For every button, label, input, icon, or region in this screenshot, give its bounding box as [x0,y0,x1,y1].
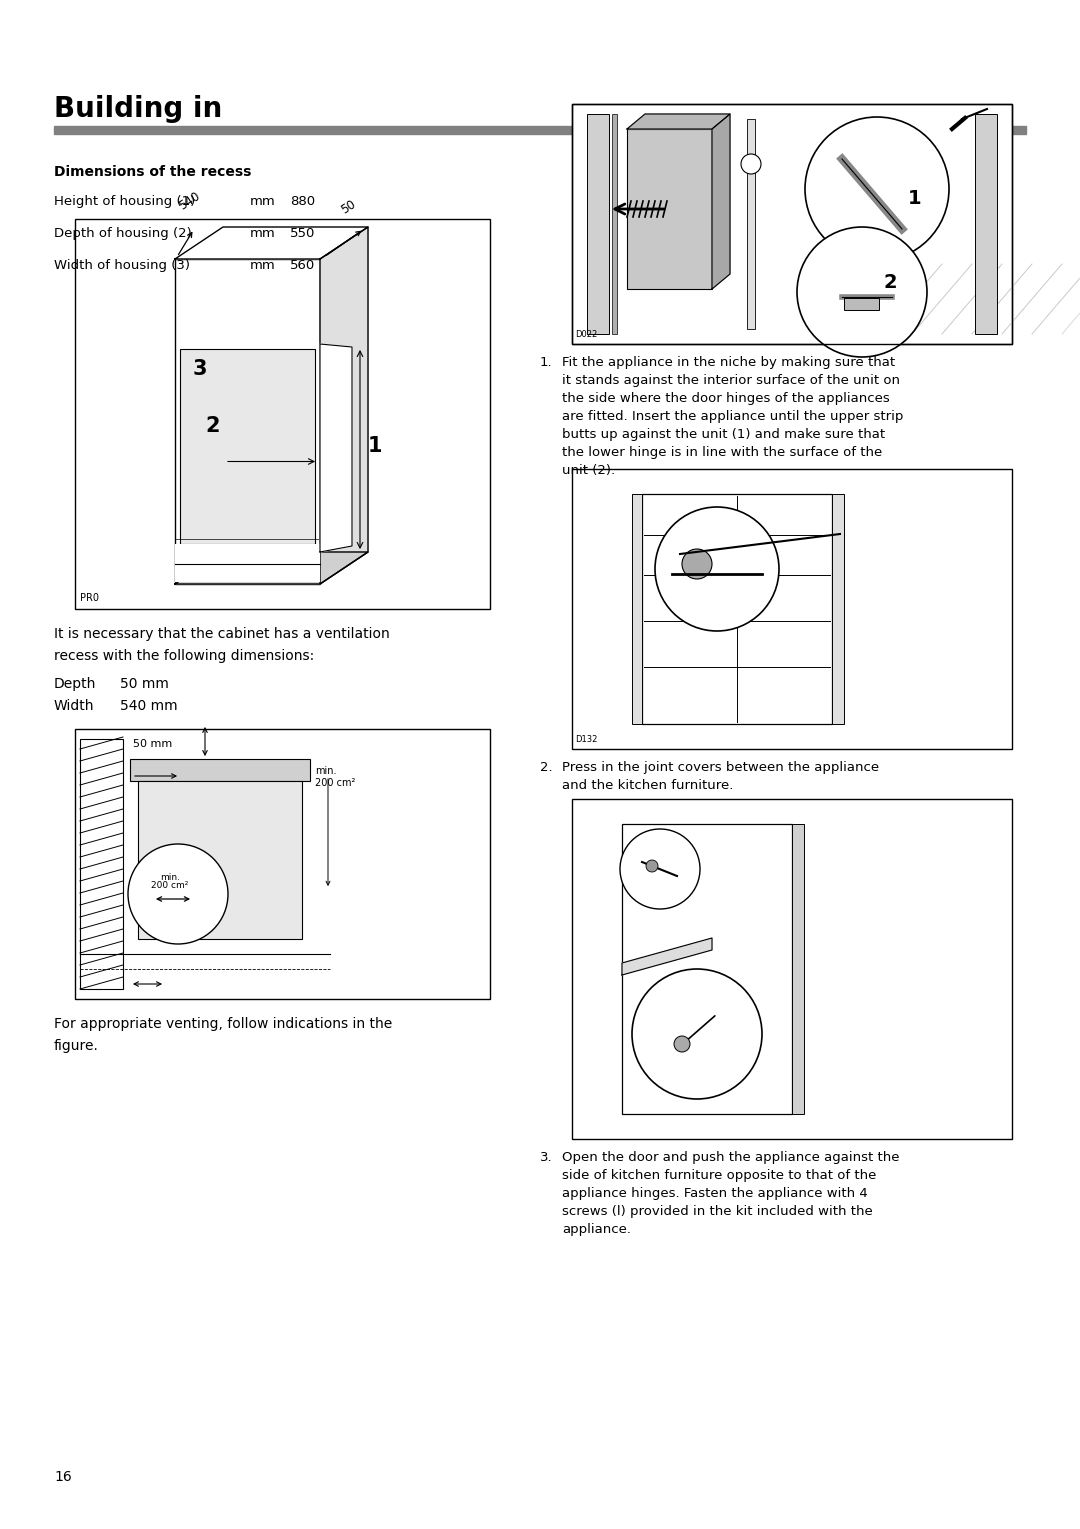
Text: 3: 3 [192,359,207,379]
Text: Open the door and push the appliance against the
side of kitchen furniture oppos: Open the door and push the appliance aga… [562,1151,900,1235]
Bar [130,758,310,781]
Text: PR0: PR0 [80,593,99,602]
Bar [180,349,315,544]
Circle shape [632,969,762,1099]
Circle shape [805,118,949,261]
Text: It is necessary that the cabinet has a ventilation: It is necessary that the cabinet has a v… [54,627,390,641]
Text: Building in: Building in [54,95,222,122]
Text: 50: 50 [339,199,359,217]
Text: 880: 880 [291,196,315,208]
Text: 16: 16 [54,1469,71,1485]
Polygon shape [320,226,368,584]
Circle shape [674,1037,690,1052]
Text: 50 mm: 50 mm [120,677,168,691]
Text: Press in the joint covers between the appliance
and the kitchen furniture.: Press in the joint covers between the ap… [562,761,879,792]
Polygon shape [712,115,730,289]
Circle shape [654,508,779,631]
Bar [572,104,1012,344]
Circle shape [797,226,927,356]
Bar [80,739,123,989]
Text: Width: Width [54,699,95,713]
Bar [627,128,712,289]
Circle shape [646,859,658,872]
Text: mm: mm [249,258,275,272]
Bar [612,115,617,333]
Polygon shape [627,115,730,128]
Text: mm: mm [249,196,275,208]
Bar [747,119,755,329]
Circle shape [741,154,761,174]
Text: D022: D022 [575,330,597,339]
Bar [75,219,490,609]
Bar [138,781,302,939]
Text: figure.: figure. [54,1040,99,1053]
Text: 540: 540 [177,190,203,213]
Text: Depth of housing (2): Depth of housing (2) [54,226,192,240]
Text: Depth: Depth [54,677,96,691]
Bar [75,729,490,998]
Text: 1: 1 [908,190,922,208]
Bar [572,469,1012,749]
Polygon shape [622,937,712,976]
Polygon shape [175,226,368,258]
Text: min.: min. [315,766,337,777]
Text: 1.: 1. [540,356,553,368]
Bar [843,298,879,310]
Bar [572,104,1012,344]
Bar [642,494,832,725]
Text: 200 cm²: 200 cm² [315,778,355,787]
Text: 550: 550 [291,226,315,240]
Text: 2.: 2. [540,761,553,774]
Bar [572,800,1012,1139]
Text: Fit the appliance in the niche by making sure that
it stands against the interio: Fit the appliance in the niche by making… [562,356,903,477]
Text: D132: D132 [575,735,597,745]
Text: 540 mm: 540 mm [120,699,177,713]
Bar [54,125,1026,135]
Bar [832,494,843,725]
Polygon shape [175,552,368,584]
Text: Dimensions of the recess: Dimensions of the recess [54,165,252,179]
Text: 560: 560 [291,258,315,272]
Circle shape [620,829,700,910]
Bar [792,824,804,1115]
Circle shape [681,549,712,579]
Text: 2: 2 [206,416,220,436]
Text: 50 mm: 50 mm [133,739,172,749]
Text: Width of housing (3): Width of housing (3) [54,258,190,272]
Text: For appropriate venting, follow indications in the: For appropriate venting, follow indicati… [54,1017,392,1031]
Circle shape [129,844,228,943]
Bar [622,824,792,1115]
Text: recess with the following dimensions:: recess with the following dimensions: [54,648,314,664]
Bar [175,544,320,583]
Text: 1: 1 [368,436,382,457]
Bar [588,115,609,333]
Text: 3.: 3. [540,1151,553,1164]
Bar [632,494,642,725]
Text: 200 cm²: 200 cm² [151,881,189,890]
Bar [975,115,997,333]
Text: min.: min. [160,873,180,882]
Polygon shape [320,344,352,552]
Text: 2: 2 [883,272,896,292]
Text: Height of housing (1): Height of housing (1) [54,196,195,208]
Bar [175,258,320,584]
Text: mm: mm [249,226,275,240]
